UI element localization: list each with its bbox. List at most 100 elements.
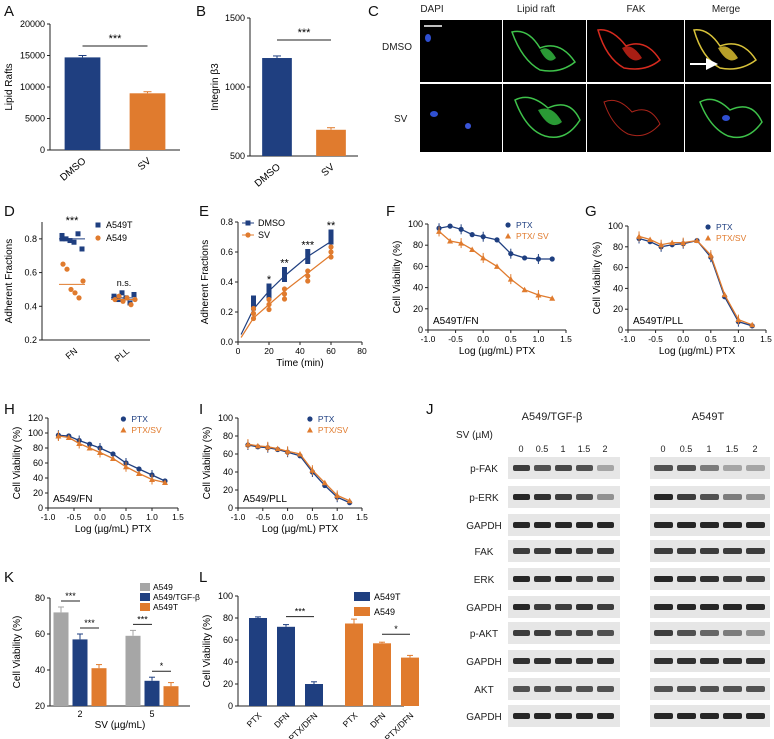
blot-band (513, 630, 530, 636)
blot-band (555, 494, 572, 500)
data-point (149, 476, 155, 482)
data-point (549, 256, 555, 262)
y-tick-label: 60 (223, 449, 233, 459)
data-point (636, 233, 643, 239)
data-point (80, 278, 86, 284)
blot-band (534, 576, 551, 582)
blot-band (654, 522, 673, 528)
y-tick-label: 60 (613, 263, 623, 273)
x-tick-label: 1.0 (732, 334, 744, 344)
bar-a549tgf (72, 639, 88, 706)
category-label: SV (320, 162, 338, 179)
data-point (75, 231, 81, 237)
blot-title-right: A549T (692, 411, 725, 423)
cell-outline-red (603, 99, 661, 137)
data-point (67, 238, 73, 244)
y-axis-title: Cell Viability (%) (392, 241, 403, 314)
data-point (749, 321, 756, 328)
curve-ptxsv (58, 435, 166, 484)
significance-label: *** (295, 607, 306, 617)
x-axis-title: Log (µg/mL) PTX (459, 346, 536, 357)
bar-a549t-ptxdfn (305, 684, 323, 706)
legend-swatch (140, 583, 150, 591)
blot-band (654, 494, 673, 500)
panel-label-b: B (196, 3, 206, 20)
tile-fak-sv (587, 84, 684, 152)
panel-label-d: D (4, 203, 15, 220)
legend-label: A549 (153, 582, 173, 592)
blot-band (746, 494, 765, 500)
data-point (494, 263, 500, 269)
y-tick-label: 40 (35, 665, 45, 675)
y-tick-label: 120 (28, 413, 43, 423)
x-tick-label: -1.0 (421, 334, 436, 344)
blot-row-label: GAPDH (466, 521, 502, 532)
blot-band (597, 548, 614, 554)
blot-band (723, 658, 742, 664)
significance-label: *** (109, 33, 123, 45)
cell-body-green (540, 48, 556, 61)
y-tick-label: 0 (418, 325, 423, 335)
data-point (266, 283, 272, 289)
x-tick-label: -1.0 (621, 334, 636, 344)
data-point (111, 293, 117, 299)
category-label: 5 (149, 709, 154, 719)
blot-row-label: FAK (475, 547, 494, 558)
chart-e: 0.0 0.2 0.4 0.6 0.8 Adherent Fractions 0 20 40 60… (200, 217, 367, 369)
legend-label: PTX/SV (131, 425, 162, 435)
y-tick-label: 0 (40, 145, 45, 155)
blot-band (555, 658, 572, 664)
blot-band (723, 494, 742, 500)
legend-label: PTX/SV (716, 233, 747, 243)
blot-band (654, 604, 673, 610)
data-point (244, 441, 251, 447)
curve-ptx (58, 434, 166, 482)
data-point (266, 306, 272, 313)
y-tick-label: 0 (38, 503, 43, 513)
blot-band (597, 604, 614, 610)
blot-band (555, 686, 572, 692)
data-point (55, 433, 62, 439)
bar-a549t (163, 686, 179, 706)
blot-band (555, 604, 572, 610)
panel-label-c: C (368, 3, 379, 20)
dose-label: 1.5 (726, 444, 739, 454)
blot-band (555, 465, 572, 471)
x-axis-title: Time (min) (276, 358, 323, 369)
blot-band (555, 713, 572, 719)
data-point (87, 441, 93, 447)
bar-a549-ptx (345, 623, 363, 706)
category-label: FN (64, 346, 80, 361)
data-point (735, 316, 742, 323)
y-tick-label: 40 (33, 473, 43, 483)
legend-label: A549 (106, 233, 127, 243)
blot-band (513, 686, 530, 692)
data-point (694, 237, 700, 244)
blot-band (534, 548, 551, 554)
blot-row-label: p-AKT (470, 629, 498, 640)
y-tick-label: 0 (228, 701, 233, 711)
dose-label: 0.5 (536, 444, 549, 454)
y-tick-label: 0.6 (220, 247, 233, 257)
blot-band (513, 576, 530, 582)
data-point (110, 451, 116, 457)
blot-band (654, 658, 673, 664)
x-tick-label: 80 (357, 346, 367, 356)
bar-a549t (91, 668, 107, 706)
x-tick-label: 0.0 (677, 334, 689, 344)
y-tick-label: 20 (223, 485, 233, 495)
significance-label: *** (301, 240, 315, 252)
data-point (254, 442, 261, 449)
blot-band (654, 713, 673, 719)
legend-marker (307, 416, 313, 422)
data-point (266, 288, 272, 294)
blot-band (746, 522, 765, 528)
y-tick-label: 0 (618, 325, 623, 335)
data-point (447, 237, 454, 244)
cell-outline-green (514, 96, 581, 138)
x-axis-title: Log (µg/mL) PTX (659, 346, 736, 357)
blot-band (700, 713, 719, 719)
blot-band (513, 494, 530, 500)
inset-label: A549/FN (53, 494, 92, 505)
